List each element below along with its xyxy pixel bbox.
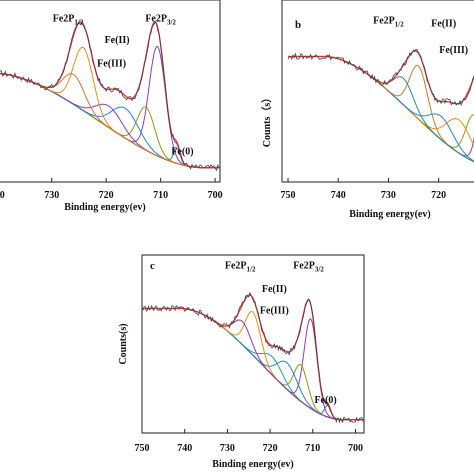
x-tick-label: 730 <box>44 190 59 201</box>
panel-a-frame <box>0 0 221 183</box>
x-tick-label: 730 <box>220 443 235 454</box>
panel-b-ylabel: Counts（s） <box>260 93 273 147</box>
component-peak <box>288 56 474 147</box>
x-tick-label: 740 <box>177 443 192 454</box>
x-tick-label: 720 <box>99 190 114 201</box>
peak-label: Fe2P3/2 <box>145 14 176 27</box>
panel-a-xlabel: Binding energy(ev) <box>64 202 145 213</box>
x-tick-label: 720 <box>263 443 278 454</box>
peak-label: Fe2P1/2 <box>53 14 84 27</box>
peak-label: Fe2P1/2 <box>373 15 404 28</box>
x-tick-label: 750 <box>135 443 150 454</box>
panel-c-label: c <box>150 260 155 272</box>
x-tick-label: 720 <box>431 190 446 201</box>
x-tick-label: 740 <box>0 190 5 201</box>
peak-label: Fe(II) <box>431 19 456 30</box>
peak-label: Fe(II) <box>262 284 287 295</box>
panel-c-frame <box>141 254 365 434</box>
panel-c-ticks: 750 740 730 720 710 700 <box>135 429 363 454</box>
peak-label: Fe(III) <box>97 58 126 69</box>
fit-envelope <box>288 50 474 105</box>
x-tick-label: 730 <box>381 190 396 201</box>
peak-label: Fe(III) <box>439 45 468 56</box>
panel-c-curves <box>142 291 364 424</box>
panel-a-curves <box>0 21 220 172</box>
raw-data-line <box>0 21 220 172</box>
x-tick-label: 710 <box>153 190 168 201</box>
panel-c-xlabel: Binding energy(ev) <box>212 459 293 470</box>
x-tick-label: 750 <box>281 190 296 201</box>
panel-b-xlabel: Binding energy(ev) <box>349 209 430 220</box>
raw-data-line <box>287 48 474 107</box>
peak-label: Fe(II) <box>105 35 130 46</box>
x-tick-label: 700 <box>208 190 223 201</box>
panel-b-curves <box>287 48 474 163</box>
peak-label: Fe2P3/2 <box>293 261 324 274</box>
x-tick-label: 710 <box>305 443 320 454</box>
peak-label: Fe(0) <box>314 395 336 406</box>
component-peak <box>288 56 474 163</box>
component-peak <box>288 56 474 163</box>
peak-label: Fe(0) <box>171 146 193 157</box>
background-line <box>288 55 474 163</box>
component-peak <box>288 56 474 162</box>
x-tick-label: 740 <box>331 190 346 201</box>
panel-b-frame <box>281 0 474 183</box>
panel-a: 740 730 720 710 700 Fe2P1/2 Fe(II) Fe(III) Fe2P… <box>0 0 223 213</box>
x-tick-label: 700 <box>348 443 363 454</box>
peak-label: Fe2P1/2 <box>225 261 256 274</box>
component-peak <box>288 56 474 157</box>
panel-b-annotations: Fe2P1/2Fe(II)Fe(III)Fe2 <box>373 15 468 56</box>
panel-a-ticks: 740 730 720 710 700 <box>0 178 223 201</box>
raw-data-line <box>142 291 364 424</box>
panel-c: 750 740 730 720 710 700 Fe2P1/2 Fe(II) Fe(III) F… <box>118 254 365 470</box>
component-peak <box>288 56 474 148</box>
panel-b-label: b <box>295 19 301 31</box>
panel-c-ylabel: Counts(s) <box>118 323 129 364</box>
peak-label: Fe(III) <box>260 305 289 316</box>
